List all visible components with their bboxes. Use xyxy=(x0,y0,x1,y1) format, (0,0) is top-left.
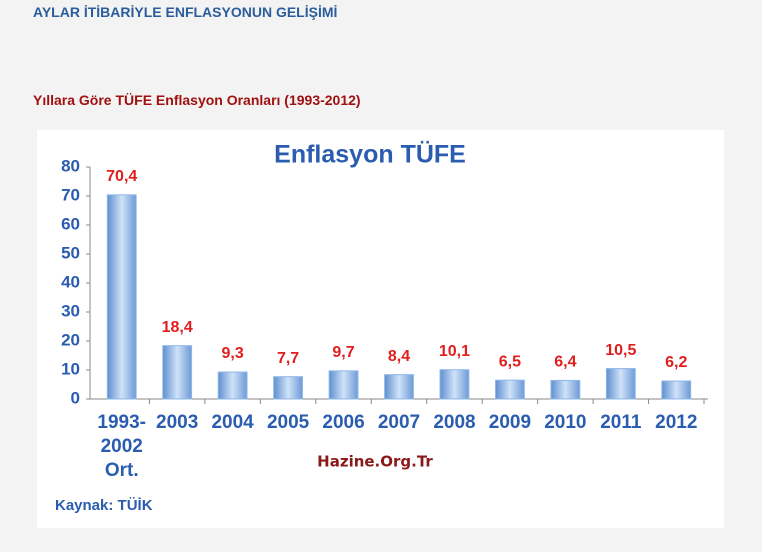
x-tick-label: 2008 xyxy=(433,412,476,433)
value-label: 70,4 xyxy=(106,168,137,185)
bar xyxy=(106,194,137,400)
y-tick-label: 10 xyxy=(61,359,80,378)
x-tick-label: 2010 xyxy=(544,412,587,433)
value-label: 9,3 xyxy=(222,345,244,362)
bar xyxy=(328,370,359,400)
bar xyxy=(217,371,248,400)
x-tick-label: 2003 xyxy=(156,412,199,433)
value-label: 6,2 xyxy=(665,354,687,371)
chart-title: Enflasyon TÜFE xyxy=(274,140,466,169)
x-tick-label: 1993-2002 Ort. xyxy=(97,412,147,481)
bar xyxy=(273,376,304,400)
page-subheading: Yıllara Göre TÜFE Enflasyon Oranları (19… xyxy=(33,92,361,108)
y-tick-label: 20 xyxy=(61,330,80,349)
watermark: Hazine.Org.Tr xyxy=(317,453,433,471)
value-label: 10,1 xyxy=(439,343,470,360)
value-label: 9,7 xyxy=(332,344,354,361)
y-tick-label: 80 xyxy=(61,156,80,175)
x-tick-label: 2011 xyxy=(600,412,642,433)
bar xyxy=(605,368,636,400)
value-label: 6,5 xyxy=(499,353,521,370)
page-heading: AYLAR İTİBARİYLE ENFLASYONUN GELİŞİMİ xyxy=(33,4,338,20)
x-tick-label: 2007 xyxy=(377,412,421,433)
y-tick-label: 60 xyxy=(61,214,80,233)
bar xyxy=(661,380,692,400)
value-label: 6,4 xyxy=(554,354,576,371)
bar xyxy=(550,379,581,400)
y-tick-label: 40 xyxy=(61,272,80,291)
chart-box xyxy=(37,130,724,528)
bar xyxy=(162,345,193,400)
value-label: 18,4 xyxy=(162,319,193,336)
x-tick-label: 2009 xyxy=(488,412,532,433)
bar xyxy=(494,379,525,400)
y-tick-label: 70 xyxy=(61,185,80,204)
bar xyxy=(439,369,470,400)
x-tick-label: 2012 xyxy=(655,412,698,433)
value-label: 8,4 xyxy=(388,348,410,365)
value-label: 7,7 xyxy=(277,350,299,367)
y-tick-label: 0 xyxy=(71,388,80,407)
bar xyxy=(384,374,414,400)
y-tick-label: 50 xyxy=(61,243,80,262)
y-tick-label: 30 xyxy=(61,301,80,320)
value-label: 10,5 xyxy=(605,342,636,359)
source: Kaynak: TÜİK xyxy=(55,497,153,514)
x-tick-label: 2004 xyxy=(211,412,254,433)
x-tick-label: 2005 xyxy=(266,412,310,433)
x-tick-label: 2006 xyxy=(322,412,365,433)
